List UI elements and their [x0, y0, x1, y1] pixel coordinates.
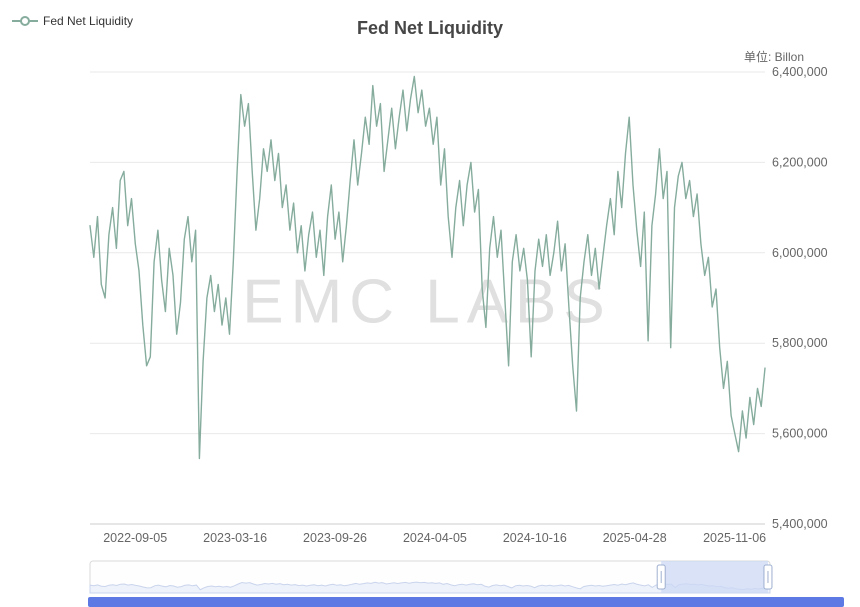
unit-label: 单位: Billon	[743, 50, 804, 64]
line-series-legend-icon	[12, 15, 38, 27]
x-axis-label: 2023-03-16	[203, 531, 267, 545]
x-axis-label: 2023-09-26	[303, 531, 367, 545]
x-axis-label: 2022-09-05	[103, 531, 167, 545]
x-axis-label: 2025-04-28	[603, 531, 667, 545]
datazoom-handle-left[interactable]	[656, 564, 666, 590]
datazoom-window[interactable]	[661, 561, 768, 593]
datazoom-handle-right[interactable]	[763, 564, 773, 590]
bottom-scrollbar[interactable]	[88, 597, 844, 607]
y-axis-label: 6,200,000	[772, 155, 828, 169]
legend-item-fed-net-liquidity[interactable]: Fed Net Liquidity	[12, 14, 133, 28]
x-axis-label: 2025-11-06	[703, 531, 766, 545]
legend-label: Fed Net Liquidity	[43, 14, 134, 28]
x-axis-label: 2024-04-05	[403, 531, 467, 545]
y-axis-label: 5,400,000	[772, 517, 828, 531]
y-axis-label: 5,600,000	[772, 427, 828, 441]
y-axis-label: 6,400,000	[772, 65, 828, 79]
y-axis-label: 6,000,000	[772, 246, 828, 260]
y-axis-label: 5,800,000	[772, 336, 828, 350]
x-axis-label: 2024-10-16	[503, 531, 567, 545]
series-line-fed-net-liquidity	[89, 75, 766, 460]
